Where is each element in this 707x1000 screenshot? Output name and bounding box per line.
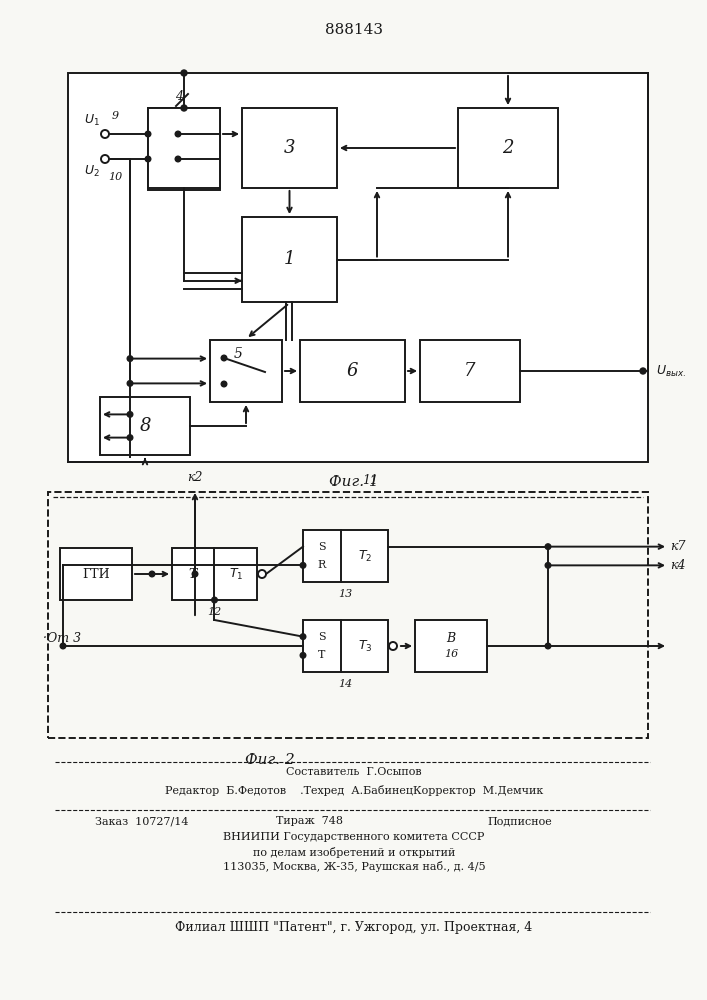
- Text: 16: 16: [444, 649, 458, 659]
- Circle shape: [149, 571, 155, 577]
- Text: 13: 13: [339, 589, 353, 599]
- Text: 1: 1: [284, 250, 296, 268]
- Text: Редактор  Б.Федотов    .Техред  А.БабинецКорректор  М.Демчик: Редактор Б.Федотов .Техред А.БабинецКорр…: [165, 784, 543, 796]
- Circle shape: [300, 563, 306, 568]
- Text: $U_2$: $U_2$: [84, 163, 100, 179]
- Text: ·От 3: ·От 3: [43, 632, 81, 645]
- Circle shape: [127, 435, 133, 440]
- Text: Т: Т: [189, 568, 197, 580]
- Text: по делам изобретений и открытий: по делам изобретений и открытий: [253, 846, 455, 857]
- Bar: [420, 340, 520, 402]
- Bar: [172, 548, 257, 600]
- Text: 888143: 888143: [325, 23, 383, 37]
- Text: T: T: [318, 650, 326, 660]
- Text: 10: 10: [108, 172, 122, 182]
- Text: Фиг. 2: Фиг. 2: [245, 753, 295, 767]
- Text: $U_{вых.}$: $U_{вых.}$: [656, 363, 686, 379]
- Circle shape: [101, 130, 109, 138]
- Text: 11: 11: [362, 474, 378, 487]
- Circle shape: [181, 70, 187, 76]
- Text: 7: 7: [464, 362, 476, 380]
- Bar: [303, 530, 388, 582]
- Text: 113035, Москва, Ж-35, Раушская наб., д. 4/5: 113035, Москва, Ж-35, Раушская наб., д. …: [223, 861, 485, 872]
- Text: $T_3$: $T_3$: [358, 638, 373, 654]
- Circle shape: [101, 155, 109, 163]
- Circle shape: [211, 597, 217, 603]
- Text: S: S: [318, 542, 326, 552]
- Text: 5: 5: [233, 347, 243, 361]
- Circle shape: [545, 643, 551, 649]
- Circle shape: [145, 156, 151, 162]
- Circle shape: [192, 571, 198, 577]
- Bar: [303, 620, 388, 672]
- Circle shape: [389, 642, 397, 650]
- Circle shape: [221, 381, 227, 387]
- Text: к2: к2: [187, 471, 203, 484]
- Bar: [60, 548, 132, 600]
- Text: $T_1$: $T_1$: [229, 566, 243, 582]
- Bar: [148, 108, 220, 190]
- Circle shape: [181, 105, 187, 111]
- Circle shape: [175, 156, 181, 162]
- Circle shape: [127, 412, 133, 417]
- Text: Подписное: Подписное: [488, 816, 552, 826]
- Text: ГТИ: ГТИ: [82, 568, 110, 580]
- Text: 2: 2: [502, 139, 514, 157]
- Circle shape: [127, 381, 133, 386]
- Text: к4: к4: [670, 559, 686, 572]
- Circle shape: [300, 634, 306, 639]
- Bar: [458, 108, 558, 188]
- Text: 3: 3: [284, 139, 296, 157]
- Bar: [100, 397, 190, 455]
- Circle shape: [640, 368, 646, 374]
- Circle shape: [258, 570, 266, 578]
- Circle shape: [221, 355, 227, 361]
- Circle shape: [60, 643, 66, 649]
- Bar: [300, 340, 405, 402]
- Text: Филиал ШШП "Патент", г. Ужгород, ул. Проектная, 4: Филиал ШШП "Патент", г. Ужгород, ул. Про…: [175, 922, 532, 934]
- Text: Заказ  10727/14: Заказ 10727/14: [95, 816, 189, 826]
- Bar: [242, 108, 337, 188]
- Text: S: S: [318, 632, 326, 642]
- Text: $T_2$: $T_2$: [358, 548, 372, 564]
- Text: ВНИИПИ Государственного комитета СССР: ВНИИПИ Государственного комитета СССР: [223, 832, 485, 842]
- Circle shape: [145, 131, 151, 137]
- Text: 9: 9: [112, 111, 119, 121]
- Bar: [148, 108, 220, 188]
- Text: 4: 4: [175, 90, 183, 103]
- Bar: [210, 340, 282, 402]
- Circle shape: [300, 653, 306, 658]
- Text: Фиг. 1: Фиг. 1: [329, 475, 379, 489]
- Bar: [48, 492, 648, 738]
- Circle shape: [127, 356, 133, 361]
- Circle shape: [545, 563, 551, 568]
- Bar: [242, 217, 337, 302]
- Text: 14: 14: [339, 679, 353, 689]
- Text: 6: 6: [346, 362, 358, 380]
- Text: к7: к7: [670, 540, 686, 553]
- Text: $U_1$: $U_1$: [84, 112, 100, 128]
- Text: Тираж  748: Тираж 748: [276, 816, 344, 826]
- Text: Составитель  Г.Осыпов: Составитель Г.Осыпов: [286, 767, 422, 777]
- Bar: [415, 620, 487, 672]
- Text: В: В: [446, 632, 455, 645]
- Text: 8: 8: [139, 417, 151, 435]
- Circle shape: [175, 131, 181, 137]
- Circle shape: [545, 544, 551, 549]
- Text: 12: 12: [207, 607, 221, 617]
- Bar: [68, 73, 648, 462]
- Text: R: R: [318, 560, 326, 570]
